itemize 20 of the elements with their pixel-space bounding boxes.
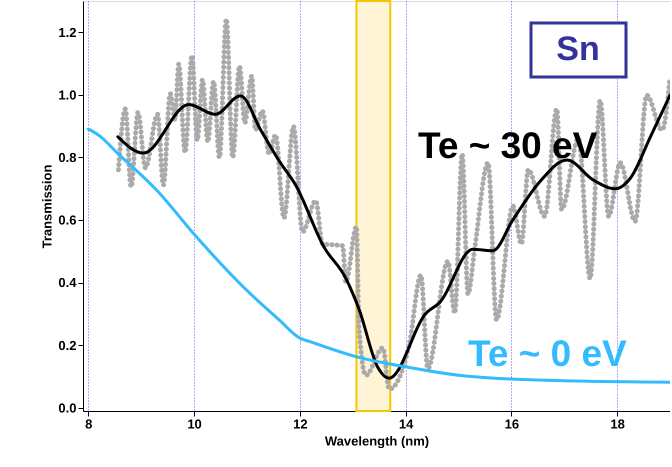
y-tick-label: 0.6 xyxy=(58,212,76,228)
series-label: Te ~ 30 eV xyxy=(418,125,598,166)
x-tick-label: 16 xyxy=(504,416,520,432)
x-tick-label: 10 xyxy=(187,416,202,432)
x-tick-label: 12 xyxy=(293,416,308,432)
annotation: Sn xyxy=(556,30,600,68)
y-tick-label: 1.2 xyxy=(58,24,76,40)
y-tick-label: 0.2 xyxy=(58,338,76,353)
y-tick-label: 0.8 xyxy=(58,150,76,165)
x-axis-title: Wavelength (nm) xyxy=(324,434,430,448)
y-tick-label: 0.0 xyxy=(58,400,76,416)
x-tick-label: 14 xyxy=(398,416,414,432)
y-tick-label: 0.4 xyxy=(58,275,78,290)
y-axis-title: Transmission xyxy=(39,164,54,248)
line-series xyxy=(86,128,670,384)
x-tick-label: 18 xyxy=(610,416,625,432)
series-label: Te ~ 0 eV xyxy=(468,333,628,374)
x-tick-label: 8 xyxy=(85,416,92,432)
y-tick-label: 1.0 xyxy=(58,87,76,102)
line-series xyxy=(116,94,670,380)
